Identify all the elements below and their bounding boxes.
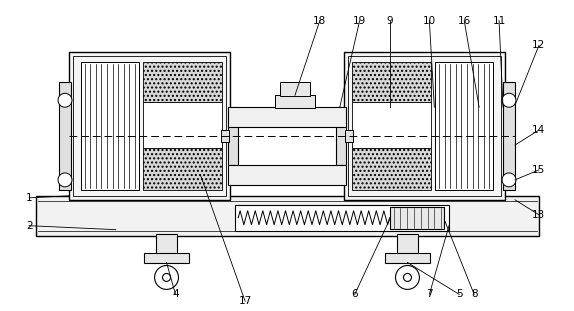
Text: 16: 16 <box>457 16 471 26</box>
Bar <box>275 95 315 108</box>
Bar <box>352 148 431 190</box>
Bar <box>69 53 230 200</box>
Circle shape <box>154 266 179 290</box>
Circle shape <box>502 93 516 107</box>
Circle shape <box>58 93 72 107</box>
Bar <box>36 196 539 236</box>
Bar <box>73 56 226 196</box>
Text: 10: 10 <box>423 16 436 26</box>
Text: 18: 18 <box>313 16 327 26</box>
Bar <box>348 56 501 196</box>
Bar <box>59 82 71 190</box>
Text: 14: 14 <box>532 125 545 135</box>
Bar <box>390 207 444 229</box>
Bar <box>397 234 418 253</box>
Bar <box>344 53 505 200</box>
Circle shape <box>58 173 72 187</box>
Circle shape <box>502 173 516 187</box>
Bar <box>336 107 346 165</box>
Bar <box>435 63 493 190</box>
Bar <box>222 130 229 142</box>
Circle shape <box>162 273 170 281</box>
Text: 6: 6 <box>351 289 358 299</box>
Bar <box>228 107 238 165</box>
Text: 8: 8 <box>471 289 478 299</box>
Bar <box>352 102 431 148</box>
Text: 17: 17 <box>239 296 252 306</box>
Text: 9: 9 <box>386 16 393 26</box>
Bar <box>228 107 346 127</box>
Bar <box>352 63 431 102</box>
Circle shape <box>395 266 420 290</box>
Circle shape <box>404 273 412 281</box>
Bar <box>81 63 139 190</box>
Bar <box>345 130 352 142</box>
Bar <box>156 234 177 253</box>
Bar <box>143 102 222 148</box>
Text: 1: 1 <box>26 193 33 203</box>
Bar <box>280 82 310 96</box>
Text: 12: 12 <box>532 40 545 50</box>
Bar <box>143 148 222 190</box>
Bar <box>385 253 430 262</box>
Bar <box>144 253 189 262</box>
Text: 7: 7 <box>426 289 433 299</box>
Bar <box>228 165 346 185</box>
Text: 15: 15 <box>532 165 545 175</box>
Bar <box>143 63 222 102</box>
Text: 5: 5 <box>456 289 463 299</box>
Bar <box>503 82 515 190</box>
Text: 11: 11 <box>492 16 506 26</box>
Text: 19: 19 <box>353 16 366 26</box>
Text: 13: 13 <box>532 210 545 220</box>
Text: 4: 4 <box>172 289 179 299</box>
Text: 2: 2 <box>26 221 33 231</box>
Bar <box>235 205 449 231</box>
